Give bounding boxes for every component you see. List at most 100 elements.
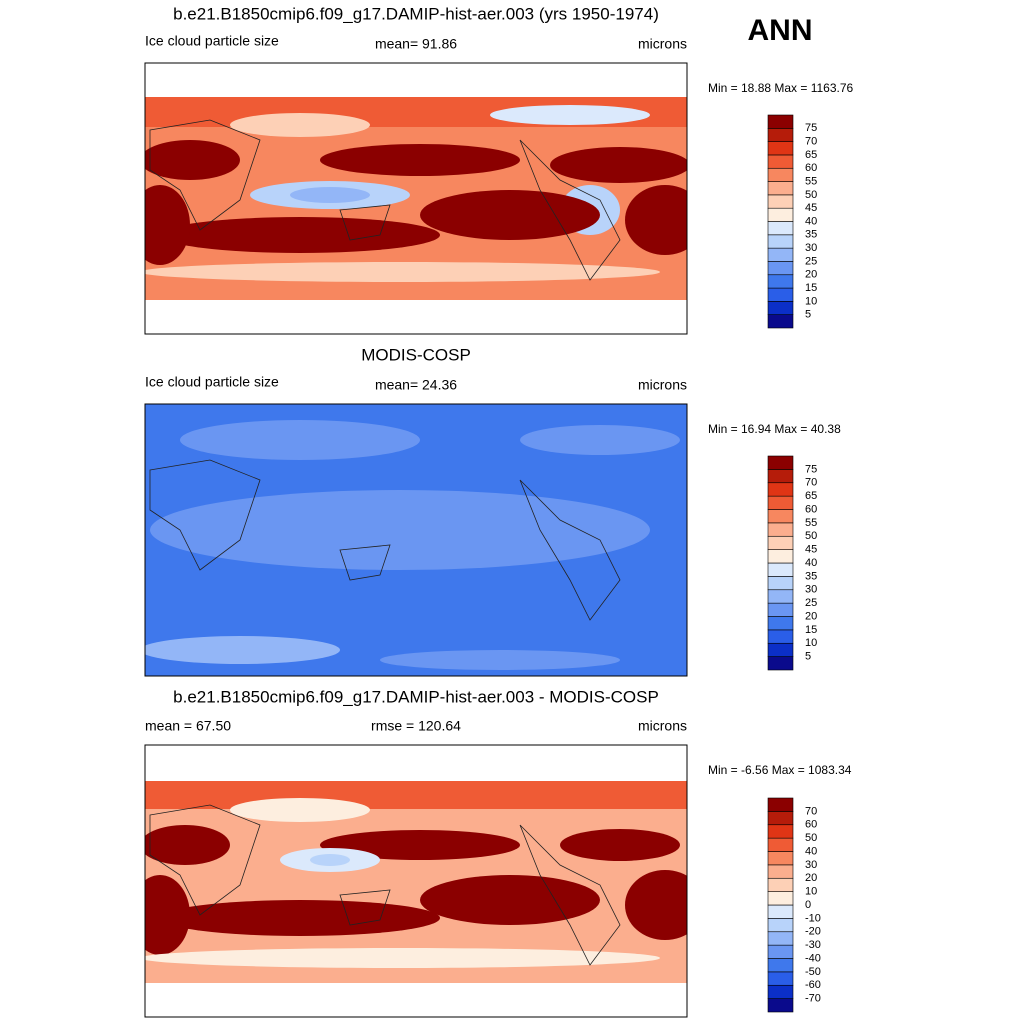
colorbar-box bbox=[767, 576, 794, 591]
colorbar-box bbox=[767, 656, 794, 671]
colorbar-label: 10 bbox=[805, 886, 817, 898]
colorbar-box bbox=[767, 904, 794, 919]
colorbar-box bbox=[767, 482, 794, 497]
colorbar-box bbox=[767, 274, 794, 289]
colorbar-label: -10 bbox=[805, 912, 821, 924]
colorbar-box bbox=[767, 931, 794, 946]
colorbar-box bbox=[767, 549, 794, 564]
colorbar-box bbox=[767, 509, 794, 524]
panel-left-label: mean = 67.50 bbox=[145, 718, 231, 734]
panel-right-label: microns bbox=[638, 36, 687, 52]
colorbar-box bbox=[767, 167, 794, 182]
colorbar-label: 25 bbox=[805, 255, 817, 267]
map-frame bbox=[144, 744, 688, 1018]
colorbar-label: 15 bbox=[805, 624, 817, 636]
colorbar-box bbox=[767, 589, 794, 604]
colorbar-box bbox=[767, 535, 794, 550]
map-frame bbox=[144, 62, 688, 335]
colorbar-box bbox=[767, 944, 794, 959]
colorbar-label: 30 bbox=[805, 859, 817, 871]
panel-left-label: Ice cloud particle size bbox=[145, 33, 279, 49]
colorbar-box bbox=[767, 562, 794, 577]
min-max-label: Min = 18.88 Max = 1163.76 bbox=[708, 81, 854, 95]
colorbar-box bbox=[767, 114, 794, 129]
colorbar-box bbox=[767, 181, 794, 196]
panel-center-label: mean= 91.86 bbox=[375, 36, 457, 52]
map bbox=[145, 404, 687, 676]
colorbar-label: 5 bbox=[805, 309, 811, 321]
colorbar-label: 65 bbox=[805, 490, 817, 502]
colorbar-label: 60 bbox=[805, 819, 817, 831]
min-max-label: Min = 16.94 Max = 40.38 bbox=[708, 422, 841, 436]
colorbar-box bbox=[767, 851, 794, 866]
colorbar-box bbox=[767, 455, 794, 470]
colorbar-label: 0 bbox=[805, 899, 811, 911]
colorbar-label: 30 bbox=[805, 584, 817, 596]
colorbar-box bbox=[767, 797, 794, 812]
colorbar-label: 70 bbox=[805, 805, 817, 817]
colorbar-label: 50 bbox=[805, 189, 817, 201]
map bbox=[145, 745, 687, 1017]
colorbar-label: 50 bbox=[805, 530, 817, 542]
colorbar-label: -70 bbox=[805, 993, 821, 1005]
season-label: ANN bbox=[748, 14, 813, 47]
colorbar-box bbox=[767, 864, 794, 879]
colorbar-label: 40 bbox=[805, 557, 817, 569]
map-frame bbox=[144, 403, 688, 677]
colorbar-box bbox=[767, 247, 794, 262]
panel-left-label: Ice cloud particle size bbox=[145, 374, 279, 390]
panel-center-label: rmse = 120.64 bbox=[371, 718, 461, 734]
colorbar-label: 15 bbox=[805, 282, 817, 294]
colorbar-label: 30 bbox=[805, 242, 817, 254]
colorbar-box bbox=[767, 221, 794, 236]
colorbar-box bbox=[767, 642, 794, 657]
colorbar-box bbox=[767, 194, 794, 209]
colorbar-box bbox=[767, 301, 794, 315]
panel-center-label: mean= 24.36 bbox=[375, 377, 457, 393]
colorbar-label: -40 bbox=[805, 952, 821, 964]
colorbar-label: 75 bbox=[805, 122, 817, 134]
colorbar-box bbox=[767, 877, 794, 892]
colorbar-label: 60 bbox=[805, 162, 817, 174]
panel-title: b.e21.B1850cmip6.f09_g17.DAMIP-hist-aer.… bbox=[173, 4, 659, 23]
colorbar-label: 55 bbox=[805, 175, 817, 187]
colorbar-label: 55 bbox=[805, 517, 817, 529]
colorbar-box bbox=[767, 128, 794, 142]
colorbar-label: 40 bbox=[805, 845, 817, 857]
panel-right-label: microns bbox=[638, 377, 687, 393]
colorbar-box bbox=[767, 141, 794, 156]
colorbar-label: 10 bbox=[805, 637, 817, 649]
colorbar-label: 45 bbox=[805, 202, 817, 214]
panel-right-label: microns bbox=[638, 718, 687, 734]
colorbar-box bbox=[767, 602, 794, 617]
colorbar-label: 40 bbox=[805, 215, 817, 227]
colorbar-label: 25 bbox=[805, 597, 817, 609]
colorbar-label: 45 bbox=[805, 544, 817, 556]
colorbar-label: 65 bbox=[805, 149, 817, 161]
colorbar-label: 35 bbox=[805, 229, 817, 241]
min-max-label: Min = -6.56 Max = 1083.34 bbox=[708, 763, 852, 777]
colorbar-box bbox=[767, 811, 794, 826]
colorbar-label: 20 bbox=[805, 610, 817, 622]
colorbar-box bbox=[767, 918, 794, 933]
colorbar-box bbox=[767, 891, 794, 906]
colorbar-box bbox=[767, 629, 794, 644]
colorbar-box bbox=[767, 971, 794, 986]
colorbar-label: -20 bbox=[805, 926, 821, 938]
colorbar-label: 75 bbox=[805, 463, 817, 475]
colorbar-box bbox=[767, 522, 794, 537]
colorbar-box bbox=[767, 616, 794, 631]
colorbar-label: 60 bbox=[805, 503, 817, 515]
colorbar-box bbox=[767, 234, 794, 249]
colorbar-label: 20 bbox=[805, 269, 817, 281]
colorbar-box bbox=[767, 207, 794, 222]
colorbar-box bbox=[767, 824, 794, 839]
colorbar-box bbox=[767, 837, 794, 852]
colorbar-label: 20 bbox=[805, 872, 817, 884]
colorbar-label: -60 bbox=[805, 979, 821, 991]
colorbar-label: -50 bbox=[805, 966, 821, 978]
colorbar-box bbox=[767, 261, 794, 276]
colorbar-box bbox=[767, 469, 794, 484]
panel-title: MODIS-COSP bbox=[361, 345, 471, 364]
